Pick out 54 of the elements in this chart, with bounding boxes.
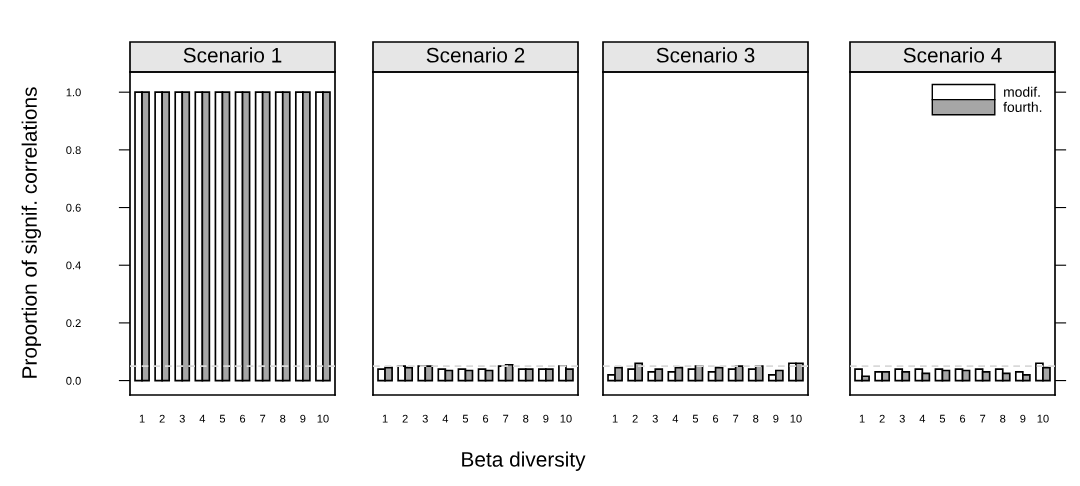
legend-label: fourth. <box>1003 101 1042 112</box>
x-tick-label: 4 <box>919 414 926 423</box>
x-tick-label: 9 <box>300 414 306 423</box>
x-tick-label: 10 <box>560 414 572 423</box>
x-tick-label: 7 <box>503 414 509 423</box>
x-tick-label: 8 <box>280 414 286 423</box>
x-tick-label: 7 <box>733 414 739 423</box>
x-tick-label: 1 <box>612 414 618 423</box>
x-tick-label: 3 <box>179 414 185 423</box>
y-axis-title: Proportion of signif. correlations <box>21 87 42 378</box>
chart-title: Scenario 1 <box>183 47 282 63</box>
chart-title: Scenario 3 <box>656 47 755 63</box>
x-tick-label: 10 <box>790 414 802 423</box>
x-tick-label: 4 <box>672 414 679 423</box>
x-tick-label: 10 <box>317 414 329 423</box>
legend-label: modif. <box>1004 86 1040 97</box>
x-tick-label: 6 <box>240 414 246 423</box>
x-tick-label: 6 <box>483 414 489 423</box>
x-tick-label: 2 <box>402 414 408 423</box>
x-tick-label: 2 <box>879 414 885 423</box>
y-tick-label: 0.4 <box>66 261 81 270</box>
x-tick-label: 3 <box>652 414 658 423</box>
x-tick-label: 6 <box>713 414 719 423</box>
y-tick-label: 0.6 <box>66 203 81 212</box>
x-tick-label: 7 <box>260 414 266 423</box>
x-axis-title: Beta diversity <box>462 451 586 471</box>
y-tick-label: 1.0 <box>66 88 81 97</box>
x-tick-label: 8 <box>523 414 529 423</box>
x-tick-label: 5 <box>692 414 699 423</box>
x-tick-label: 4 <box>199 414 206 423</box>
x-tick-label: 10 <box>1037 414 1049 423</box>
x-tick-label: 1 <box>859 414 865 423</box>
x-tick-label: 7 <box>980 414 986 423</box>
x-tick-label: 5 <box>219 414 226 423</box>
x-tick-label: 5 <box>939 414 946 423</box>
x-tick-label: 8 <box>753 414 759 423</box>
y-tick-label: 0.2 <box>66 319 81 328</box>
x-tick-label: 9 <box>773 414 779 423</box>
x-tick-label: 6 <box>960 414 966 423</box>
chart-title: Scenario 4 <box>903 47 1002 63</box>
y-tick-label: 0.0 <box>66 376 81 385</box>
y-tick-label: 0.8 <box>66 146 81 154</box>
x-tick-label: 2 <box>159 414 165 423</box>
chart-title: Scenario 2 <box>426 47 525 63</box>
x-tick-label: 5 <box>462 414 469 423</box>
x-tick-label: 3 <box>899 414 905 423</box>
x-tick-label: 9 <box>543 414 549 423</box>
x-tick-label: 2 <box>632 414 638 423</box>
x-tick-label: 8 <box>1000 414 1006 423</box>
x-tick-label: 9 <box>1020 414 1026 423</box>
x-tick-label: 3 <box>422 414 428 423</box>
x-tick-label: 1 <box>382 414 388 423</box>
x-tick-label: 4 <box>442 414 449 423</box>
x-tick-label: 1 <box>139 414 145 423</box>
